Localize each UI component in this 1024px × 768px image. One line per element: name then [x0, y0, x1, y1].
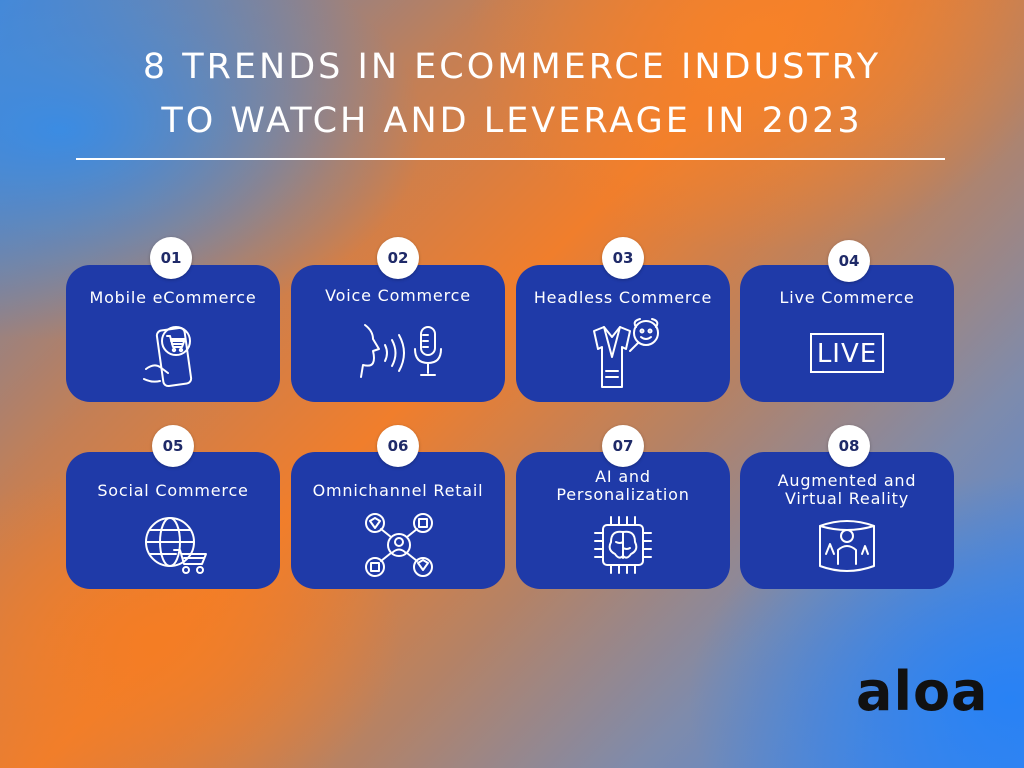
- vr-person-icon: [812, 514, 882, 578]
- live-sign-text: LIVE: [810, 333, 884, 373]
- trend-label: Live Commerce: [779, 288, 915, 307]
- trend-card-augmented-virtual-reality: Augmented and Virtual Reality: [740, 452, 954, 589]
- trend-card-voice-commerce: Voice Commerce: [291, 265, 505, 402]
- trend-card-mobile-ecommerce: Mobile eCommerce: [66, 265, 280, 402]
- trend-card-social-commerce: Social Commerce: [66, 452, 280, 589]
- trend-card-omnichannel-retail: Omnichannel Retail: [291, 452, 505, 589]
- trend-number-badge: 05: [152, 425, 194, 467]
- trend-label: Voice Commerce: [325, 286, 471, 305]
- headless-mannequin-icon: [582, 317, 666, 391]
- trend-number-badge: 02: [377, 237, 419, 279]
- trend-label: Augmented and Virtual Reality: [740, 472, 954, 508]
- trend-number-badge: 01: [150, 237, 192, 279]
- trend-number-badge: 07: [602, 425, 644, 467]
- trend-label: Headless Commerce: [533, 288, 713, 307]
- trend-label: Omnichannel Retail: [312, 481, 484, 500]
- mobile-shopping-icon: [140, 319, 206, 391]
- trend-number-badge: 03: [602, 237, 644, 279]
- trend-number-badge: 06: [377, 425, 419, 467]
- page-title: 8 TRENDS IN ECOMMERCE INDUSTRY TO WATCH …: [0, 40, 1024, 148]
- trend-label-line-1: AI and: [595, 467, 651, 486]
- trend-label-line-1: Augmented and: [777, 471, 917, 490]
- trend-number-badge: 08: [828, 425, 870, 467]
- title-line-1: 8 TRENDS IN ECOMMERCE INDUSTRY: [142, 47, 882, 87]
- trend-label: Mobile eCommerce: [89, 288, 257, 307]
- aloa-logo: aloa: [856, 660, 989, 723]
- trend-label-line-2: Virtual Reality: [784, 489, 910, 508]
- voice-microphone-icon: [351, 321, 447, 385]
- trend-card-live-commerce: Live Commerce LIVE: [740, 265, 954, 402]
- trend-card-headless-commerce: Headless Commerce: [516, 265, 730, 402]
- trend-label: Social Commerce: [97, 481, 249, 500]
- title-divider: [76, 158, 945, 160]
- ai-brain-chip-icon: [588, 512, 658, 578]
- live-sign-icon: LIVE: [810, 333, 884, 373]
- trend-label-line-2: Personalization: [556, 485, 690, 504]
- omnichannel-network-icon: [363, 512, 435, 578]
- globe-cart-icon: [142, 512, 212, 578]
- title-line-2: TO WATCH AND LEVERAGE IN 2023: [161, 101, 863, 141]
- trend-label: AI and Personalization: [516, 468, 730, 504]
- trend-card-ai-personalization: AI and Personalization: [516, 452, 730, 589]
- trend-number-badge: 04: [828, 240, 870, 282]
